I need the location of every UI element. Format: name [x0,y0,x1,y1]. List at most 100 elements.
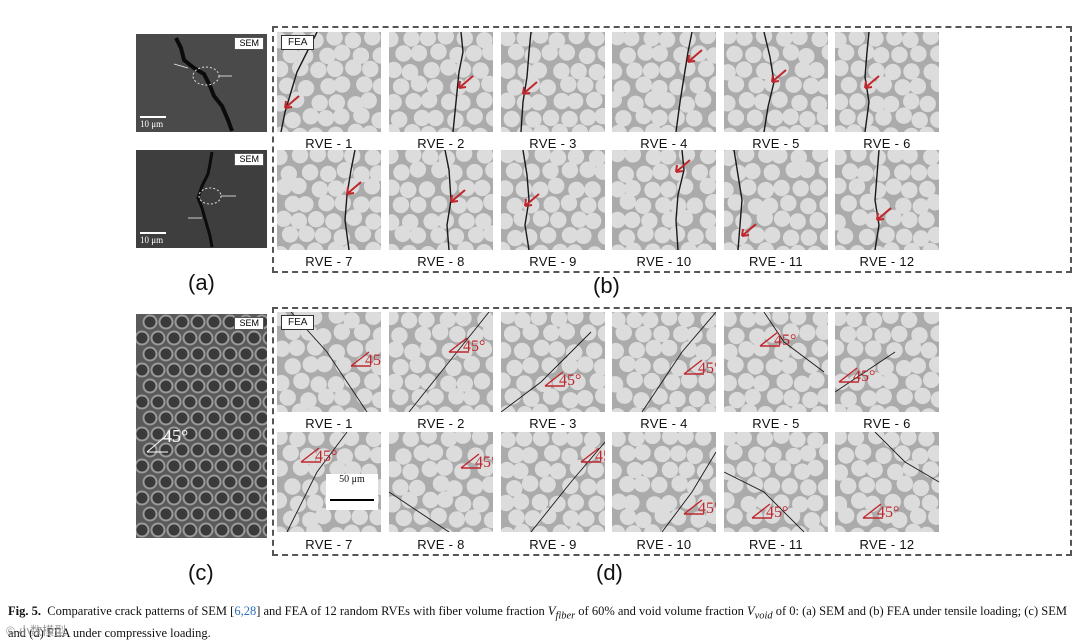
rve-tile: 45° [724,432,828,532]
rve-label: RVE - 8 [417,254,465,269]
rve-tile [501,32,605,132]
panel-label-c: (c) [188,560,214,585]
angle-marker-icon: 45° [460,453,493,471]
angle-marker-icon: 45° [448,337,485,355]
rve-tile: 45° [277,312,381,412]
rve-label: RVE - 10 [636,537,692,552]
fea-tensile-frame [272,26,1072,273]
fea-compressive-frame [272,307,1072,556]
sem-tensile-image-2: SEM 10 μm [136,150,267,248]
fea-tag: FEA [281,35,315,50]
rve-tile [724,150,828,250]
rve-tile [277,150,381,250]
rve-label: RVE - 9 [529,254,577,269]
rve-tile [277,32,381,132]
rve-tile: 45° [389,432,493,532]
rve-label: RVE - 3 [529,416,577,431]
panel-label-b: (b) [593,273,620,298]
rve-tile [724,32,828,132]
sem-crack-2 [188,151,236,248]
sem-tag: SEM [234,317,264,330]
sem-crack-1 [173,37,234,132]
sem-tag: SEM [234,153,264,166]
rve-label: RVE - 9 [529,537,577,552]
sem-tag: SEM [234,37,264,50]
rve-label: RVE - 2 [417,136,465,151]
scale-bar-50um: 50 μm [326,474,378,510]
red-arrow-icon [346,181,362,195]
scale-bar: 10 μm [140,116,166,129]
red-arrow-icon [771,69,787,83]
angle-label: 45° [463,338,485,355]
angle-marker-icon: 45° [759,331,796,349]
angle-label: 45° [475,454,493,471]
rve-tile [389,32,493,132]
rve-label: RVE - 4 [640,416,688,431]
angle-indicator-icon [146,435,168,453]
rve-tile [501,150,605,250]
angle-marker-icon: 45° [862,503,899,521]
rve-label: RVE - 12 [859,537,915,552]
red-arrow-icon [687,49,703,63]
red-arrow-icon [675,159,691,173]
rve-tile: 45° [501,432,605,532]
angle-marker-icon: 45° [683,359,716,377]
watermark: © 小数模型 [6,624,67,638]
rve-label: RVE - 8 [417,537,465,552]
rve-label: RVE - 11 [749,254,803,269]
angle-marker-icon: 45° [300,447,337,465]
rve-label: RVE - 1 [305,416,353,431]
rve-label: RVE - 6 [863,416,911,431]
angle-marker-icon: 45° [838,367,875,385]
rve-tile: 45° [501,312,605,412]
rve-tile: 45° [612,432,716,532]
angle-label: 45° [853,368,875,385]
angle-label: 45° [559,372,581,389]
angle-marker-icon: 45° [350,351,381,369]
angle-marker-icon: 45° [544,371,581,389]
rve-label: RVE - 7 [305,254,353,269]
rve-label: RVE - 2 [417,416,465,431]
rve-tile: 45° [389,312,493,412]
rve-label: RVE - 6 [863,136,911,151]
angle-label: 45° [698,360,716,377]
red-arrow-icon [284,95,300,109]
red-arrow-icon [524,193,540,207]
sem-tensile-image-1: SEM 10 μm [136,34,267,132]
angle-label: 45° [766,504,788,521]
angle-label: 45° [595,448,605,465]
rve-tile [612,32,716,132]
rve-label: RVE - 1 [305,136,353,151]
rve-tile [835,32,939,132]
angle-label: 45° [698,500,716,517]
rve-label: RVE - 4 [640,136,688,151]
rve-label: RVE - 10 [636,254,692,269]
scale-bar: 10 μm [140,232,166,245]
red-arrow-icon [450,189,466,203]
red-arrow-icon [458,75,474,89]
red-arrow-icon [741,223,757,237]
sem-fiber-pattern [136,314,267,538]
angle-label: 45° [774,332,796,349]
rve-tile [389,150,493,250]
panel-label-d: (d) [596,560,623,585]
angle-label: 45° [877,504,899,521]
red-arrow-icon [876,207,892,221]
rve-tile [612,150,716,250]
rve-tile: 45° [724,312,828,412]
rve-label: RVE - 12 [859,254,915,269]
sem-angle-label: 45° [163,426,189,446]
rve-label: RVE - 3 [529,136,577,151]
rve-label: RVE - 7 [305,537,353,552]
rve-label: RVE - 5 [752,416,800,431]
figure-caption: Fig. 5. Comparative crack patterns of SE… [8,604,1067,640]
rve-tile: 45° [612,312,716,412]
angle-label: 45° [365,352,381,369]
red-arrow-icon [864,75,880,89]
angle-marker-icon: 45° [751,503,788,521]
rve-label: RVE - 11 [749,537,803,552]
rve-tile: 45° [835,432,939,532]
rve-tile [835,150,939,250]
citation-link[interactable]: 6,28 [234,604,257,618]
rve-label: RVE - 5 [752,136,800,151]
